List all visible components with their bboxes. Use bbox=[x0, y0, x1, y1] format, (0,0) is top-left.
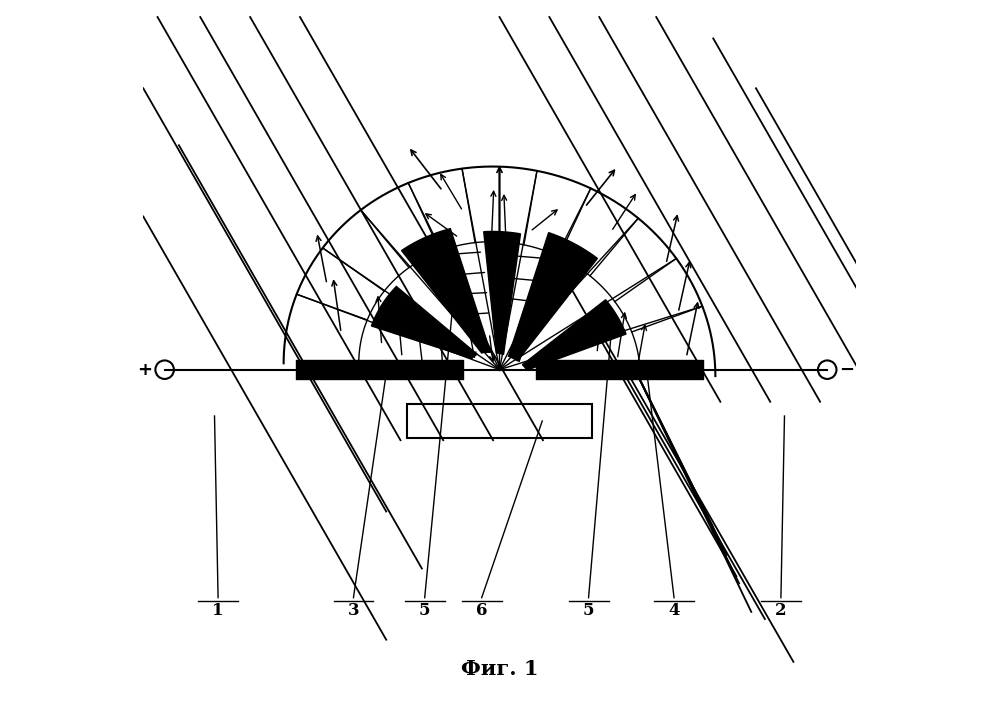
Polygon shape bbox=[372, 286, 478, 358]
Text: 3: 3 bbox=[348, 602, 360, 619]
Polygon shape bbox=[522, 299, 626, 370]
Text: +: + bbox=[137, 360, 152, 378]
Text: 6: 6 bbox=[476, 602, 488, 619]
Polygon shape bbox=[402, 228, 491, 353]
Bar bbox=[407, 404, 592, 438]
Polygon shape bbox=[508, 233, 597, 361]
Text: −: − bbox=[839, 360, 855, 378]
Polygon shape bbox=[484, 231, 520, 355]
Text: 5: 5 bbox=[419, 602, 431, 619]
Text: 5: 5 bbox=[582, 602, 594, 619]
Text: 4: 4 bbox=[668, 602, 679, 619]
Text: Фиг. 1: Фиг. 1 bbox=[461, 659, 538, 679]
Text: 2: 2 bbox=[775, 602, 787, 619]
Text: 1: 1 bbox=[213, 602, 224, 619]
